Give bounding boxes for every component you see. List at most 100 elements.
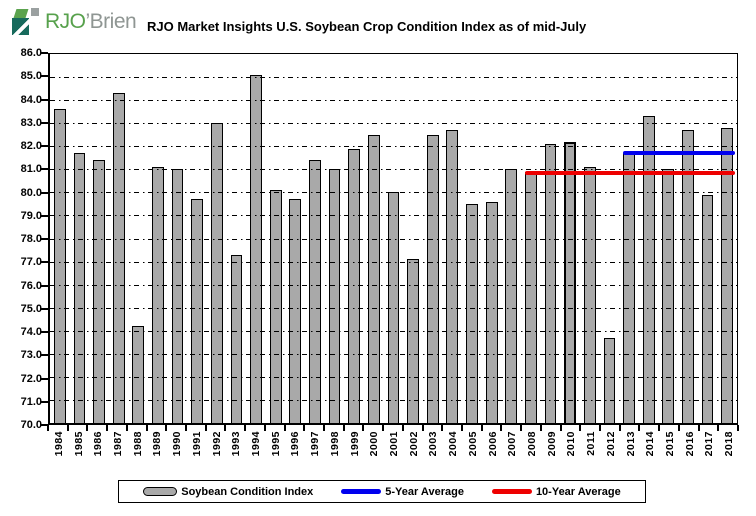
x-tick-mark: [500, 425, 503, 431]
gridline-71.0: [50, 399, 737, 401]
y-tick-label-76.0: 76.0: [20, 279, 42, 292]
x-tick-mark: [579, 425, 582, 431]
bar-2008: [525, 171, 537, 423]
bar-1998: [328, 169, 341, 423]
bar-2016: [682, 130, 694, 423]
y-tick-label-77.0: 77.0: [20, 256, 42, 269]
bar-2014: [642, 116, 655, 423]
x-tick-mark: [382, 425, 385, 431]
bar-1986: [93, 160, 105, 423]
gridline-74.0: [50, 330, 737, 332]
legend-label-5yr-average: 5-Year Average: [385, 485, 464, 498]
y-tick-label-80.0: 80.0: [20, 186, 42, 199]
bar-1988: [132, 326, 145, 423]
x-tick-label-2001: 2001: [387, 431, 400, 457]
x-tick-label-2000: 2000: [368, 431, 381, 457]
x-tick-mark: [224, 425, 227, 431]
x-tick-mark: [421, 425, 424, 431]
legend-label-soybean-index: Soybean Condition Index: [181, 485, 314, 498]
x-tick-label-1987: 1987: [111, 431, 124, 457]
x-tick-label-2011: 2011: [585, 431, 598, 456]
plot-area: [48, 53, 738, 425]
x-tick-label-1993: 1993: [230, 431, 243, 457]
ten-year-average-line: [524, 170, 735, 175]
x-tick-mark: [86, 425, 89, 431]
legend-blue-line-swatch: [341, 489, 382, 494]
bar-1992: [210, 123, 223, 423]
y-tick-mark: [41, 98, 48, 101]
x-tick-mark: [697, 425, 700, 431]
gridline-80.0: [50, 192, 737, 194]
y-tick-mark: [41, 307, 48, 310]
bar-2011: [583, 167, 596, 423]
y-tick-mark: [41, 261, 48, 264]
x-tick-mark: [362, 425, 365, 431]
y-tick-label-72.0: 72.0: [20, 372, 42, 385]
x-tick-mark: [244, 425, 247, 431]
x-tick-label-1984: 1984: [52, 431, 65, 457]
x-tick-mark: [559, 425, 562, 431]
y-tick-label-70.0: 70.0: [20, 419, 42, 431]
legend-label-10yr-average: 10-Year Average: [535, 485, 621, 498]
logo-gray-square: [31, 8, 39, 16]
y-tick-mark: [41, 145, 48, 147]
x-tick-mark: [461, 425, 463, 431]
gridline-82.0: [50, 146, 737, 148]
x-tick-mark: [618, 425, 621, 431]
y-tick-label-73.0: 73.0: [20, 349, 42, 362]
bar-1984: [53, 109, 66, 423]
x-tick-label-1988: 1988: [131, 431, 144, 457]
legend-item-soybean-index: Soybean Condition Index: [143, 486, 313, 498]
gridline-73.0: [50, 353, 737, 355]
bar-2000: [367, 134, 380, 423]
y-axis-labels: 86.0 85.0 84.0 83.0 82.0 81.0 80.0 79.0 78.0 77.0…: [0, 47, 42, 431]
x-tick-mark: [677, 425, 680, 431]
x-tick-label-1999: 1999: [348, 431, 361, 457]
x-tick-mark: [145, 425, 148, 431]
legend-item-10yr-average: 10-Year Average: [491, 485, 621, 498]
x-tick-label-1990: 1990: [171, 431, 184, 457]
gridline-85.0: [50, 77, 737, 79]
y-axis-ticks: [41, 52, 48, 426]
bar-2009: [544, 143, 557, 423]
y-tick-mark: [41, 168, 48, 171]
bar-1994: [250, 74, 262, 423]
y-tick-label-71.0: 71.0: [20, 395, 42, 408]
x-tick-label-2007: 2007: [506, 431, 519, 457]
bar-2003: [426, 134, 439, 423]
gridline-75.0: [50, 307, 737, 309]
x-tick-mark: [106, 425, 109, 431]
x-tick-label-2009: 2009: [545, 431, 558, 457]
bar-2018: [721, 127, 734, 423]
logo-wordmark: RJO’Brien: [45, 8, 137, 35]
y-tick-label-79.0: 79.0: [20, 209, 42, 222]
legend: Soybean Condition Index 5-Year Average 1…: [118, 480, 646, 503]
x-tick-label-2003: 2003: [427, 431, 440, 457]
x-tick-label-2017: 2017: [703, 431, 716, 457]
y-tick-label-84.0: 84.0: [20, 93, 42, 106]
bar-1993: [230, 254, 243, 423]
x-tick-label-2014: 2014: [644, 431, 657, 457]
gridline-77.0: [50, 261, 737, 263]
bar-2012: [603, 337, 616, 423]
x-tick-label-2004: 2004: [447, 431, 460, 457]
bar-1991: [191, 199, 204, 423]
bar-2005: [466, 203, 478, 423]
rjobrien-logo: RJO’Brien: [12, 8, 137, 35]
gridline-76.0: [50, 284, 737, 286]
y-tick-label-74.0: 74.0: [20, 326, 42, 338]
x-tick-label-2002: 2002: [407, 431, 420, 457]
logo-text-brien: ’Brien: [85, 10, 137, 33]
legend-red-line-swatch: [491, 489, 532, 494]
y-tick-mark: [41, 284, 48, 287]
y-tick-mark: [41, 191, 48, 194]
x-tick-mark: [303, 425, 306, 431]
x-tick-label-1992: 1992: [210, 431, 223, 457]
y-tick-mark: [41, 75, 48, 78]
chart-title: RJO Market Insights U.S. Soybean Crop Co…: [147, 19, 587, 34]
x-tick-label-2012: 2012: [604, 431, 617, 457]
x-tick-mark: [283, 425, 286, 431]
bar-1999: [348, 148, 361, 423]
x-axis-labels: 1984 1985 1986 1987 1988 1989 1990 1991 1992 1993…: [48, 431, 738, 477]
